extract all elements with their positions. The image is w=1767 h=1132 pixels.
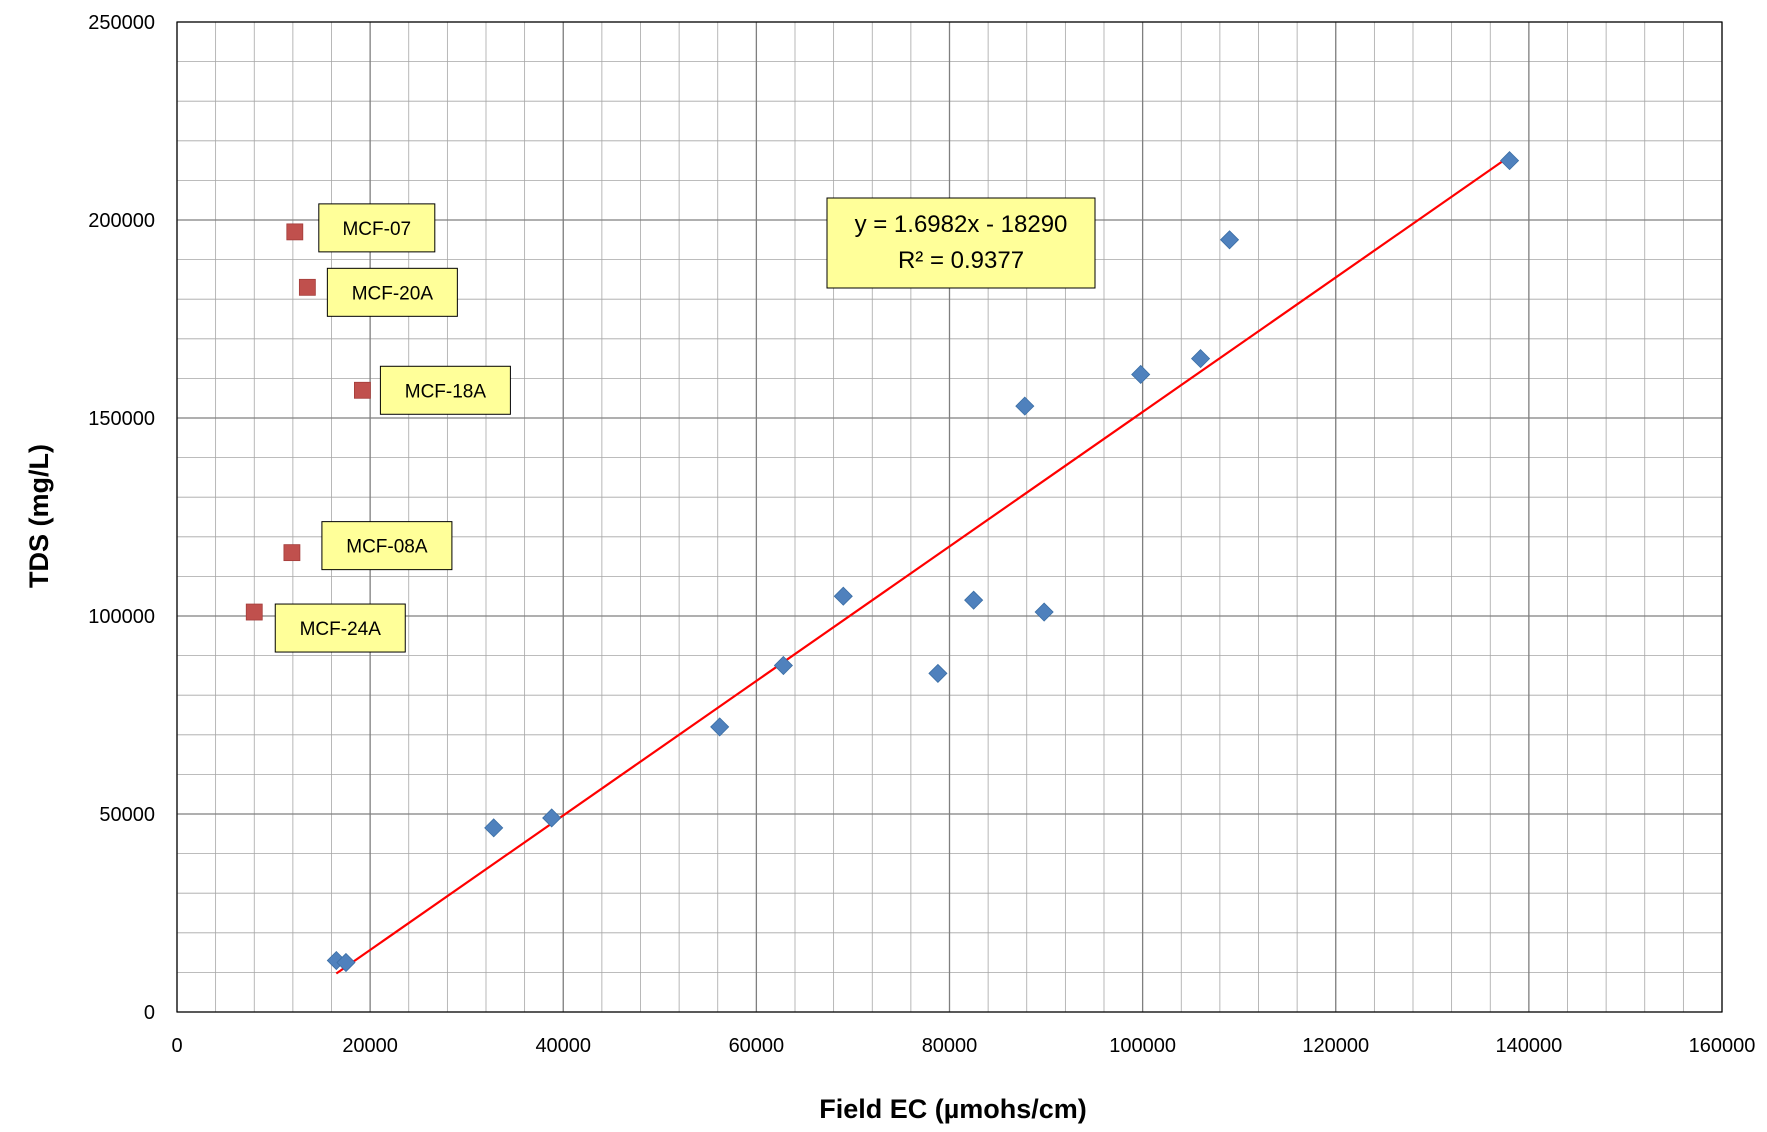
diamond-point: [928, 663, 948, 683]
y-tick-label: 100000: [88, 606, 155, 628]
callout-box: [318, 203, 436, 253]
diamond-point: [1219, 230, 1240, 250]
y-tick-label: 250000: [88, 12, 155, 34]
callout-label: MCF-08A: [346, 537, 428, 558]
x-axis-tick-labels: 0 20000 40000 60000 80000 100000 120000 140000 1…: [171, 1035, 1755, 1057]
linear-trendline: [335, 155, 1511, 975]
square-point: [245, 603, 263, 621]
callout-box: [379, 365, 511, 415]
diamond-point: [710, 717, 730, 737]
callout-box: [274, 603, 406, 653]
x-tick-label: 80000: [922, 1035, 978, 1057]
callout-box: [326, 267, 458, 317]
callout-label: MCF-07: [342, 219, 411, 240]
square-point: [298, 278, 316, 296]
x-tick-label: 20000: [342, 1035, 398, 1057]
x-tick-label: 40000: [535, 1035, 591, 1057]
plot-area-border: [176, 21, 1723, 1013]
diamond-point: [833, 586, 853, 606]
x-tick-label: 160000: [1689, 1035, 1756, 1057]
data-points: [245, 151, 1520, 973]
square-point: [286, 223, 304, 241]
y-axis-title: TDS (mg/L): [24, 444, 54, 588]
diamond-point: [1499, 151, 1520, 171]
x-axis-title: Field EC (µmohs/cm): [819, 1094, 1087, 1124]
y-tick-label: 50000: [99, 804, 155, 826]
equation-box-background: [826, 197, 1096, 289]
x-tick-label: 0: [171, 1035, 182, 1057]
diamond-point: [773, 655, 793, 676]
square-point: [353, 381, 371, 399]
diamond-point: [336, 952, 356, 973]
trendline-equation: y = 1.6982x - 18290: [855, 211, 1068, 238]
diamond-point: [542, 808, 562, 828]
callout-label: MCF-24A: [300, 619, 382, 640]
callout-label: MCF-18A: [405, 381, 487, 402]
trendline-equation-box: y = 1.6982x - 18290 R² = 0.9377: [826, 197, 1096, 289]
y-tick-label: 150000: [88, 408, 155, 430]
y-tick-label: 200000: [88, 210, 155, 232]
diamond-point: [1034, 602, 1054, 622]
callout-box: [321, 521, 453, 571]
diamond-point: [1131, 364, 1151, 385]
callout-label: MCF-20A: [352, 283, 434, 304]
x-tick-label: 60000: [729, 1035, 785, 1057]
diamond-point: [964, 590, 984, 610]
square-point: [283, 544, 301, 562]
x-tick-label: 120000: [1302, 1035, 1369, 1057]
minor-gridlines: [177, 22, 1722, 1012]
y-tick-label: 0: [144, 1002, 155, 1024]
diamond-point: [1190, 349, 1211, 369]
trendline-r-squared: R² = 0.9377: [898, 247, 1024, 274]
y-axis-tick-labels: 0 50000 100000 150000 200000 250000: [88, 12, 155, 1024]
x-tick-label: 140000: [1496, 1035, 1563, 1057]
x-tick-label: 100000: [1109, 1035, 1176, 1057]
point-label-callouts: MCF-07 MCF-20A MCF-18A MCF-08A MCF-24A: [274, 203, 511, 653]
diamond-point: [1015, 396, 1035, 416]
diamond-point: [484, 818, 504, 838]
